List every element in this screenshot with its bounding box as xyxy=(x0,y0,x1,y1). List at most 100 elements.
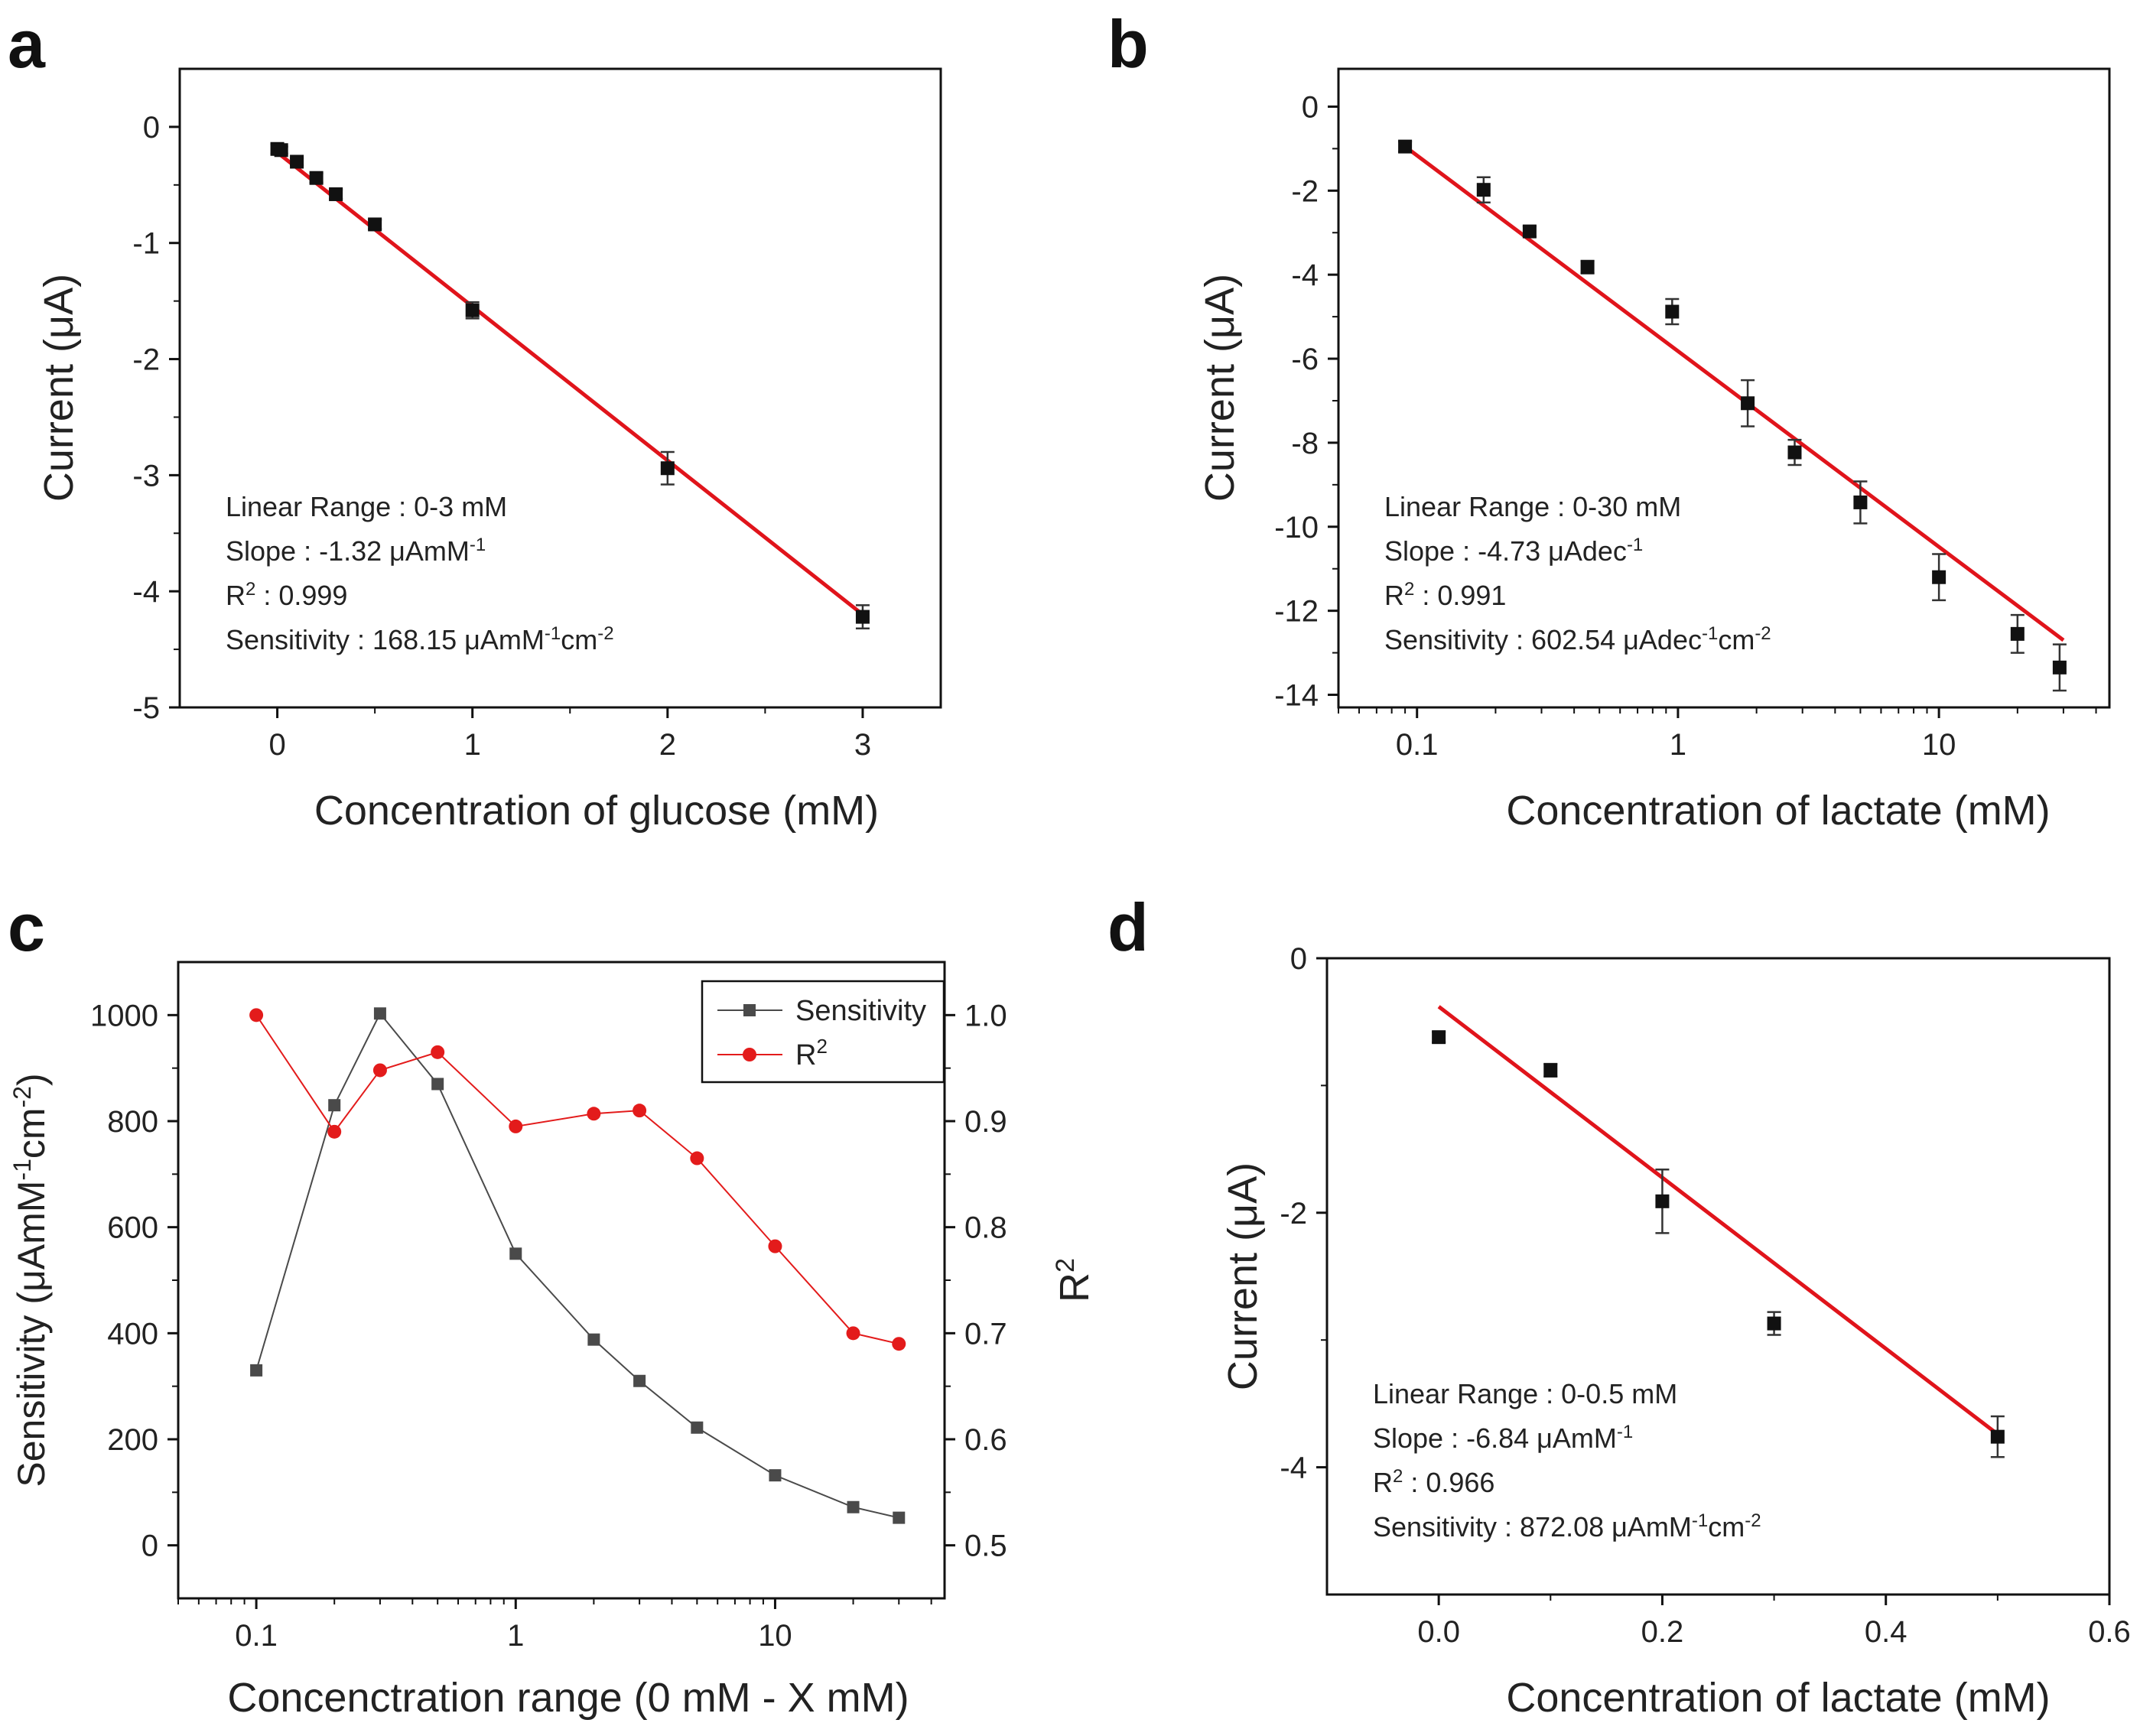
panel-a: a 0 1 2 3 0 -1 -2 -3 -4 -5 Concentration of glucose… xyxy=(8,6,942,834)
y-tick-label: -12 xyxy=(1274,595,1319,629)
y-tick-label: 0 xyxy=(1290,942,1307,976)
annotation-text: Linear Range : 0-30 mM xyxy=(1384,491,1681,522)
y-tick-label: -2 xyxy=(1291,174,1319,208)
annotation-after: : 0.999 xyxy=(255,580,347,611)
data-point xyxy=(1432,1030,1446,1045)
annotation-text: Slope : -4.73 μAdec xyxy=(1384,535,1627,567)
x-tick-label: 0.2 xyxy=(1641,1615,1684,1649)
data-point xyxy=(2010,626,2025,641)
r2-point xyxy=(509,1119,523,1133)
annotation-text: Sensitivity : 872.08 μAmM xyxy=(1373,1511,1692,1543)
annotation-sup2: -2 xyxy=(597,623,613,644)
sensitivity-point xyxy=(769,1469,782,1482)
y-axis-title: Current (μA) xyxy=(1197,274,1243,502)
y-tick-label: 0 xyxy=(1302,90,1319,124)
y-tick-label: -4 xyxy=(1280,1452,1307,1485)
annotation-sup: -1 xyxy=(470,535,486,555)
annotation-sup: -1 xyxy=(1692,1510,1708,1531)
annotation-sup: -1 xyxy=(1627,535,1643,555)
data-point xyxy=(1665,304,1680,319)
data-point xyxy=(1787,445,1802,460)
y-tick-label: -1 xyxy=(132,227,160,261)
series-line-sensitivity xyxy=(255,1012,899,1519)
legend: Sensitivity R2 xyxy=(701,980,945,1084)
data-point xyxy=(1543,1063,1558,1078)
y-axis-title-sup2: -2 xyxy=(8,1086,36,1107)
annotation-line: Sensitivity : 872.08 μAmM-1cm-2 xyxy=(1373,1510,1761,1543)
y-axis-title-sup: -1 xyxy=(8,1159,36,1180)
data-point xyxy=(1655,1194,1670,1208)
y-tick-label: 600 xyxy=(107,1211,158,1245)
annotation-text: Linear Range : 0-3 mM xyxy=(226,491,507,522)
data-point xyxy=(1990,1429,2005,1444)
annotation-line: Slope : -4.73 μAdec-1 xyxy=(1384,535,1643,567)
x-axis-title: Concenctration range (0 mM - X mM) xyxy=(227,1675,909,1721)
y2-axis-title-sup: 2 xyxy=(1051,1258,1080,1273)
x-tick-label: 1 xyxy=(1670,728,1686,762)
data-point xyxy=(1932,570,1946,584)
panel-c: c 0.1 1 10 0 200 400 600 800 1000 0.5 0.6 0.7 0.8 0.9 1… xyxy=(8,889,1098,1721)
y2-tick-label: 0.6 xyxy=(964,1423,1007,1457)
legend-label-text: Sensitivity xyxy=(795,995,926,1027)
data-point xyxy=(329,187,343,201)
y-tick-label: 200 xyxy=(107,1423,158,1457)
sensitivity-point xyxy=(691,1421,704,1434)
sensitivity-point xyxy=(633,1374,646,1387)
data-point xyxy=(309,171,324,185)
data-point xyxy=(1767,1316,1781,1331)
y-axis-title: Current (μA) xyxy=(1220,1162,1266,1390)
annotation-text: Sensitivity : 168.15 μAmM xyxy=(226,624,545,655)
x-tick-label: 0.0 xyxy=(1417,1615,1460,1649)
annotation-line: Sensitivity : 602.54 μAdec-1cm-2 xyxy=(1384,623,1771,656)
y-axis-title: Current (μA) xyxy=(36,274,82,502)
annotation-after: : 0.966 xyxy=(1403,1467,1494,1498)
legend-label-text: R xyxy=(795,1039,816,1071)
annotation-line: Linear Range : 0-3 mM xyxy=(226,491,507,522)
x-tick-label: 0 xyxy=(268,728,285,762)
y2-tick-label: 1.0 xyxy=(964,999,1007,1032)
data-point xyxy=(1476,183,1491,197)
y-axis-title-end: ) xyxy=(10,1073,53,1086)
data-point xyxy=(660,461,675,476)
r2-point xyxy=(249,1008,264,1022)
annotation-text: R xyxy=(1384,580,1404,611)
annotation-sup: -1 xyxy=(1617,1422,1633,1442)
sensitivity-point xyxy=(431,1078,444,1091)
y-tick-label: 800 xyxy=(107,1105,158,1139)
x-tick-label: 10 xyxy=(758,1619,792,1653)
annotation-line: R2 : 0.999 xyxy=(226,579,347,612)
y-tick-label: 400 xyxy=(107,1317,158,1351)
data-point xyxy=(2052,660,2067,675)
annotation-sup: -1 xyxy=(545,623,561,644)
annotation-line: Slope : -6.84 μAmM-1 xyxy=(1373,1422,1633,1455)
y-tick-label: -14 xyxy=(1274,679,1319,713)
y-tick-label: -4 xyxy=(132,575,160,609)
r2-point xyxy=(768,1239,782,1253)
y2-tick-label: 0.9 xyxy=(964,1105,1007,1139)
data-point xyxy=(1580,260,1595,275)
annotation-line: Sensitivity : 168.15 μAmM-1cm-2 xyxy=(226,623,614,656)
sensitivity-point xyxy=(250,1364,263,1377)
y-tick-label: 0 xyxy=(143,111,160,145)
y-axis-title-mid: cm xyxy=(10,1107,53,1159)
annotation-text: Slope : -1.32 μAmM xyxy=(226,535,470,567)
x-tick-label: 2 xyxy=(659,728,676,762)
y2-axis-title: R2 xyxy=(1051,1258,1098,1302)
annotation-text: Linear Range : 0-0.5 mM xyxy=(1373,1378,1677,1409)
annotation-after: cm xyxy=(561,624,597,655)
y2-tick-label: 0.7 xyxy=(964,1317,1007,1351)
y-tick-label: -8 xyxy=(1291,427,1319,460)
x-axis-title: Concentration of glucose (mM) xyxy=(314,788,879,834)
legend-swatch-circle xyxy=(743,1048,756,1061)
data-point xyxy=(290,154,304,169)
r2-point xyxy=(690,1151,704,1165)
data-point xyxy=(274,143,288,158)
annotation-text: Sensitivity : 602.54 μAdec xyxy=(1384,624,1702,655)
y-tick-label: -3 xyxy=(132,459,160,493)
y-tick-label: -4 xyxy=(1291,258,1319,292)
legend-box xyxy=(701,980,945,1084)
x-tick-label: 1 xyxy=(507,1619,524,1653)
r2-point xyxy=(846,1326,860,1341)
y-tick-label: -10 xyxy=(1274,511,1319,545)
